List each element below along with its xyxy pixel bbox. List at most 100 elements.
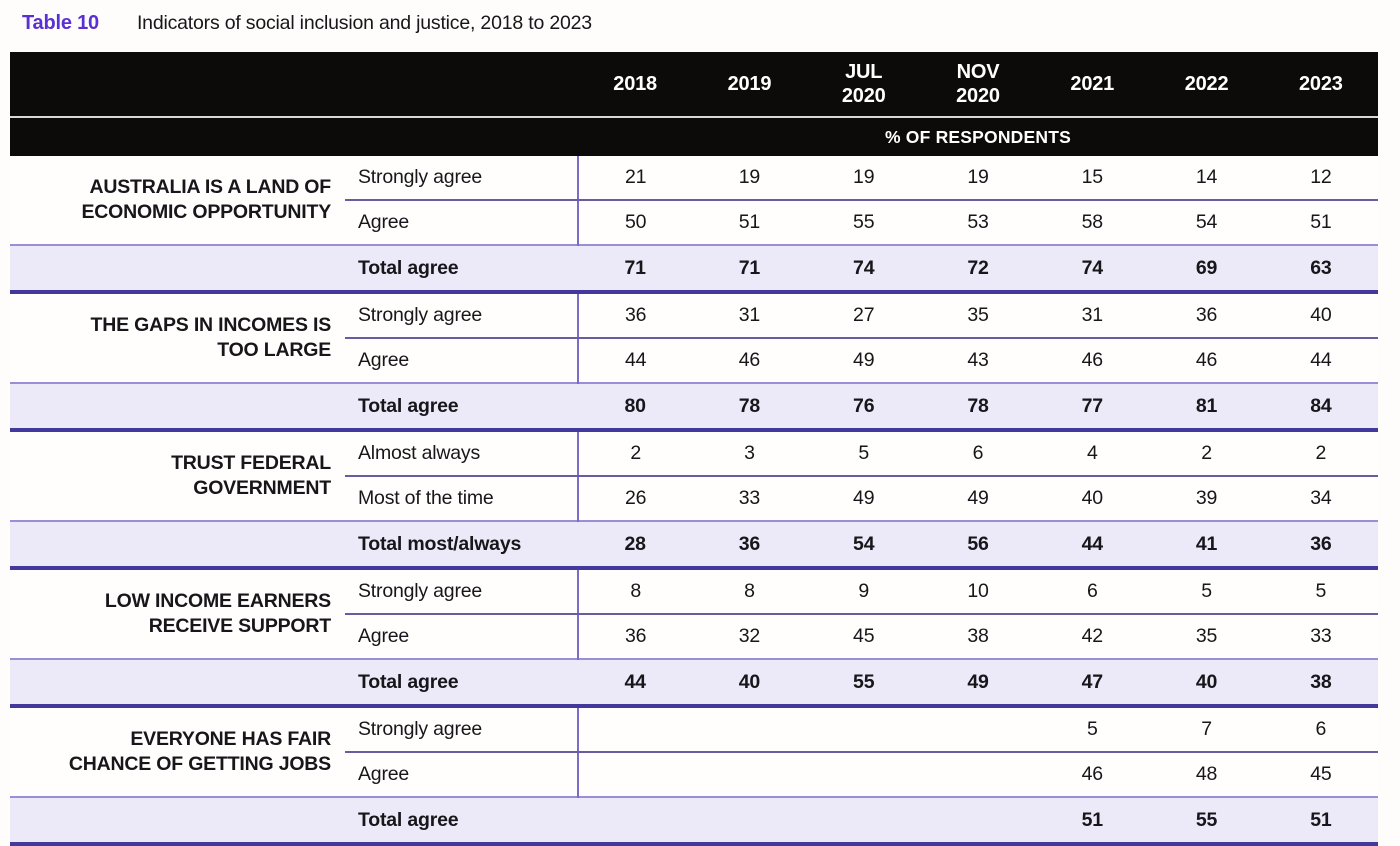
data-cell: 10 — [920, 568, 1036, 615]
data-cell: 21 — [576, 156, 693, 201]
total-data-cell: 38 — [1263, 658, 1378, 708]
total-spacer — [10, 382, 345, 432]
total-label: Total agree — [345, 796, 578, 846]
data-cell: 58 — [1035, 200, 1150, 245]
total-data-cell — [920, 796, 1036, 846]
total-label: Total agree — [345, 382, 578, 432]
year-header: 2018 — [578, 52, 693, 117]
data-cell — [692, 752, 807, 797]
data-cell: 33 — [1263, 614, 1378, 659]
total-data-cell: 56 — [920, 520, 1036, 570]
data-cell: 26 — [576, 476, 693, 521]
data-cell: 15 — [1035, 156, 1150, 201]
table-row: THE GAPS IN INCOMES IS TOO LARGE Strongly… — [10, 292, 1378, 383]
data-cell: 2 — [1263, 430, 1378, 477]
data-cell: 14 — [1149, 156, 1264, 201]
data-cell: 8 — [692, 568, 807, 615]
total-row: Total agree 51 55 51 — [10, 796, 1378, 846]
row-label: Strongly agree — [345, 706, 578, 753]
total-data-cell: 80 — [578, 382, 693, 432]
data-cell: 4 — [1035, 430, 1150, 477]
total-data-cell: 81 — [1149, 382, 1264, 432]
total-data-cell: 71 — [578, 244, 693, 294]
data-cell: 12 — [1263, 156, 1378, 201]
data-cell: 49 — [806, 476, 921, 521]
total-data-cell: 28 — [578, 520, 693, 570]
total-data-cell: 69 — [1149, 244, 1264, 294]
data-cell — [920, 706, 1036, 753]
data-cell: 43 — [920, 338, 1036, 383]
total-data-cell — [806, 796, 921, 846]
data-cell: 51 — [1263, 200, 1378, 245]
data-cell: 51 — [692, 200, 807, 245]
data-cell: 34 — [1263, 476, 1378, 521]
year-header: 2021 — [1035, 52, 1150, 117]
data-cell: 49 — [920, 476, 1036, 521]
data-cell: 53 — [920, 200, 1036, 245]
group-label: TRUST FEDERAL GOVERNMENT — [10, 430, 345, 521]
data-cell: 54 — [1149, 200, 1264, 245]
data-cell: 36 — [1149, 292, 1264, 339]
group-label: LOW INCOME EARNERS RECEIVE SUPPORT — [10, 568, 345, 659]
data-cell: 19 — [920, 156, 1036, 201]
data-cell — [576, 706, 693, 753]
data-cell: 5 — [1263, 568, 1378, 615]
total-label: Total agree — [345, 658, 578, 708]
data-cell: 39 — [1149, 476, 1264, 521]
year-header-row: 2018 2019 JUL 2020 NOV 2020 2021 2022 2023 — [10, 52, 1378, 117]
total-spacer — [10, 796, 345, 846]
group-label: EVERYONE HAS FAIR CHANCE OF GETTING JOBS — [10, 706, 345, 797]
data-cell: 55 — [806, 200, 921, 245]
table-row: LOW INCOME EARNERS RECEIVE SUPPORT Strong… — [10, 568, 1378, 659]
total-row: Total agree 71 71 74 72 74 69 63 — [10, 244, 1378, 294]
data-cell: 7 — [1149, 706, 1264, 753]
table-row: Agree 46 48 45 — [10, 752, 1378, 797]
total-data-cell — [692, 796, 807, 846]
row-label: Agree — [345, 614, 578, 659]
row-label: Agree — [345, 200, 578, 245]
row-label: Most of the time — [345, 476, 578, 521]
total-data-cell: 36 — [692, 520, 807, 570]
total-row: Total agree 80 78 76 78 77 81 84 — [10, 382, 1378, 432]
data-cell: 36 — [576, 614, 693, 659]
row-label: Strongly agree — [345, 292, 578, 339]
total-row: Total agree 44 40 55 49 47 40 38 — [10, 658, 1378, 708]
total-data-cell: 77 — [1035, 382, 1150, 432]
indicators-table: 2018 2019 JUL 2020 NOV 2020 2021 2022 2023% OF R… — [10, 52, 1378, 846]
total-spacer — [10, 658, 345, 708]
table-row: Agree 44 46 49 43 46 46 44 — [10, 338, 1378, 383]
total-data-cell: 40 — [692, 658, 807, 708]
total-data-cell: 63 — [1263, 244, 1378, 294]
data-cell: 40 — [1263, 292, 1378, 339]
data-cell — [920, 752, 1036, 797]
total-data-cell — [578, 796, 693, 846]
data-cell: 36 — [576, 292, 693, 339]
total-data-cell: 49 — [920, 658, 1036, 708]
table-row: EVERYONE HAS FAIR CHANCE OF GETTING JOBS… — [10, 706, 1378, 797]
data-cell: 27 — [806, 292, 921, 339]
row-label: Strongly agree — [345, 156, 578, 201]
data-cell: 6 — [1263, 706, 1378, 753]
year-header: 2022 — [1149, 52, 1264, 117]
data-cell: 35 — [1149, 614, 1264, 659]
subheader-spacer — [10, 116, 578, 156]
data-cell: 46 — [1035, 338, 1150, 383]
data-cell: 40 — [1035, 476, 1150, 521]
total-data-cell: 84 — [1263, 382, 1378, 432]
table-row: Most of the time 26 33 49 49 40 39 34 — [10, 476, 1378, 521]
data-cell: 35 — [920, 292, 1036, 339]
total-data-cell: 36 — [1263, 520, 1378, 570]
total-label: Total most/always — [345, 520, 578, 570]
table-number-label: Table 10 — [22, 12, 99, 34]
table-body: AUSTRALIA IS A LAND OF ECONOMIC OPPORTUN… — [10, 156, 1378, 846]
total-data-cell: 74 — [806, 244, 921, 294]
group-label: AUSTRALIA IS A LAND OF ECONOMIC OPPORTUN… — [10, 156, 345, 245]
group-label: THE GAPS IN INCOMES IS TOO LARGE — [10, 292, 345, 383]
data-cell: 19 — [806, 156, 921, 201]
total-data-cell: 71 — [692, 244, 807, 294]
year-header: 2019 — [692, 52, 807, 117]
total-data-cell: 72 — [920, 244, 1036, 294]
data-cell: 5 — [806, 430, 921, 477]
data-cell: 31 — [1035, 292, 1150, 339]
data-cell: 6 — [920, 430, 1036, 477]
